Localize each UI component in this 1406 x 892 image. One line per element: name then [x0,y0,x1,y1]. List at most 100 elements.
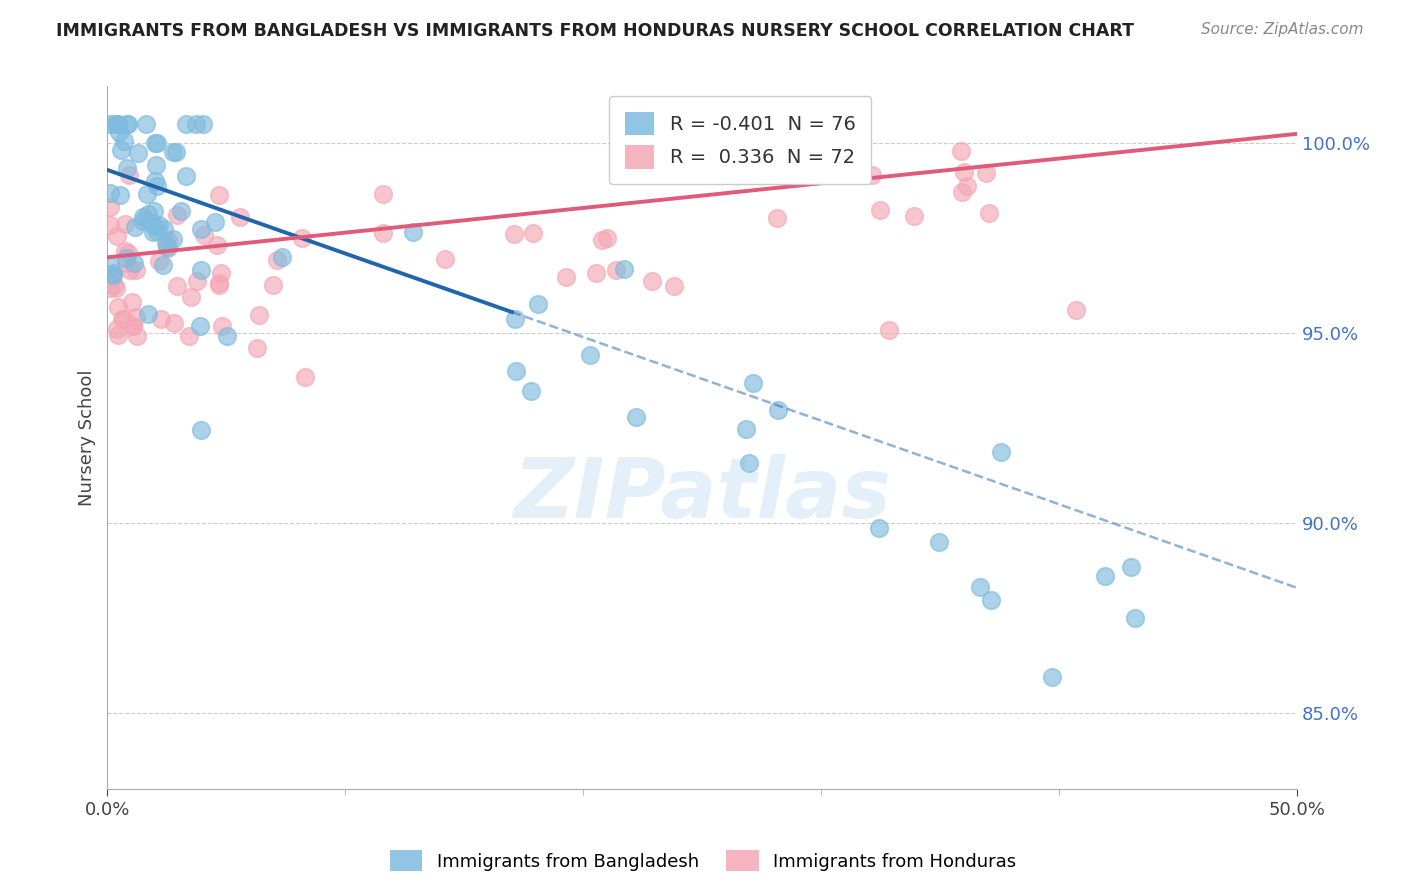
Point [204,215,226,229]
Point [101,266,124,280]
Point [294,370,316,384]
Point [503,312,526,326]
Point [105,322,128,336]
Point [162,232,184,246]
Point [291,231,314,245]
Point [974,166,997,180]
Point [98,117,121,131]
Point [977,206,1000,220]
Point [605,263,627,277]
Point [402,225,425,239]
Point [585,266,607,280]
Point [969,581,991,595]
Point [148,253,170,268]
Point [103,278,125,293]
Point [1121,560,1143,574]
Point [868,521,890,535]
Point [980,593,1002,607]
Point [108,188,131,202]
Point [1040,670,1063,684]
Point [174,117,197,131]
Point [135,117,157,131]
Point [180,290,202,304]
Point [527,296,550,310]
Point [766,211,789,225]
Point [127,145,149,160]
Point [208,187,231,202]
Point [520,384,543,399]
Point [613,261,636,276]
Point [371,226,394,240]
Point [112,311,135,326]
Point [121,318,143,333]
Point [107,328,129,343]
Point [640,274,662,288]
Point [136,186,159,201]
Point [166,208,188,222]
Point [138,207,160,221]
Point [522,226,544,240]
Point [155,236,177,251]
Point [208,278,231,293]
Point [1123,611,1146,625]
Point [143,136,166,150]
Point [229,210,252,224]
Point [124,220,146,235]
Point [737,456,759,470]
Point [156,240,179,254]
Point [990,445,1012,459]
Point [111,312,134,326]
Point [98,218,121,232]
Point [928,535,950,549]
Point [143,219,166,233]
Point [105,228,128,243]
Point [877,323,900,337]
Point [596,230,619,244]
Point [186,274,208,288]
Point [115,117,138,131]
Point [114,217,136,231]
Point [768,402,790,417]
Point [103,268,125,282]
Point [188,318,211,333]
Legend: R = -0.401  N = 76, R =  0.336  N = 72: R = -0.401 N = 76, R = 0.336 N = 72 [609,96,870,185]
Point [247,308,270,322]
Point [107,300,129,314]
Point [105,117,128,131]
Point [122,319,145,334]
Point [869,202,891,217]
Point [950,144,973,158]
Point [127,328,149,343]
Point [115,161,138,176]
Point [554,269,576,284]
Point [149,312,172,326]
Point [434,252,457,266]
Point [117,246,139,260]
Point [371,186,394,201]
Point [262,277,284,292]
Point [162,145,184,159]
Point [125,263,148,277]
Point [191,117,214,131]
Point [165,145,187,159]
Point [148,218,170,232]
Y-axis label: Nursery School: Nursery School [79,369,96,506]
Point [132,214,155,228]
Point [190,222,212,236]
Point [502,227,524,241]
Point [98,281,121,295]
Point [208,276,231,290]
Point [505,364,527,378]
Text: Source: ZipAtlas.com: Source: ZipAtlas.com [1201,22,1364,37]
Point [266,253,288,268]
Point [578,348,600,362]
Point [190,423,212,437]
Point [662,279,685,293]
Point [152,258,174,272]
Point [742,376,765,390]
Point [108,125,131,139]
Point [193,228,215,243]
Point [146,136,169,150]
Point [177,329,200,343]
Point [271,250,294,264]
